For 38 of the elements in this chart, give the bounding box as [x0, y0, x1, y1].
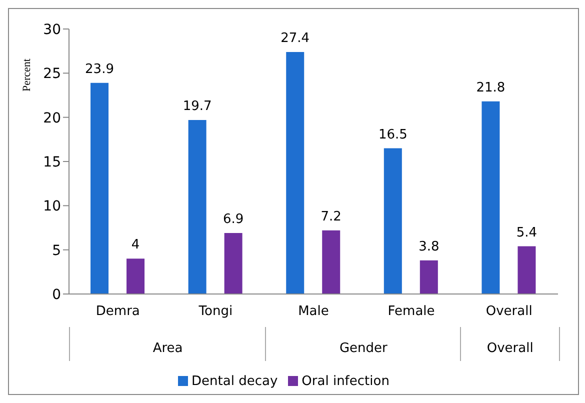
- bar: [384, 148, 402, 294]
- data-label: 5.4: [516, 225, 538, 240]
- data-label: 23.9: [85, 62, 114, 77]
- y-tick-label: 5: [52, 242, 61, 259]
- legend-label: Dental decay: [192, 374, 278, 389]
- text: Area: [152, 341, 183, 356]
- data-label: 19.7: [182, 98, 212, 114]
- bar: [188, 120, 206, 294]
- x-tick-label: Female: [388, 304, 435, 320]
- y-tick-label: 20: [43, 110, 61, 126]
- text: Overall: [486, 341, 534, 356]
- bar: [224, 233, 242, 294]
- y-tick-label: 15: [43, 154, 61, 170]
- bar: [518, 246, 536, 294]
- bar: [482, 101, 500, 294]
- bar: [90, 82, 109, 294]
- data-label: 4: [131, 238, 140, 253]
- y-axis-title: Percent: [20, 58, 33, 92]
- legend-label: Oral infection: [302, 374, 390, 389]
- y-tick-label: 30: [43, 22, 61, 38]
- x-tick-label: Tongi: [198, 304, 233, 320]
- data-label: 7.2: [320, 209, 342, 224]
- y-tick-label: 10: [43, 198, 61, 215]
- data-label: 16.5: [378, 127, 408, 142]
- bar: [286, 52, 304, 294]
- bar: [420, 260, 438, 294]
- x-tick-label: Demra: [96, 304, 140, 320]
- data-label: 21.8: [476, 80, 506, 96]
- y-tick-label: 25: [43, 66, 61, 82]
- x-tick-label: Male: [298, 304, 329, 320]
- data-label: 6.9: [222, 212, 244, 228]
- y-tick-label: 0: [52, 286, 61, 303]
- bar: [322, 230, 340, 294]
- x-tick-label: Overall: [486, 304, 532, 320]
- data-label: 27.4: [280, 30, 310, 46]
- text: Gender: [339, 341, 388, 356]
- bar: [126, 258, 145, 294]
- data-label: 3.8: [418, 239, 440, 254]
